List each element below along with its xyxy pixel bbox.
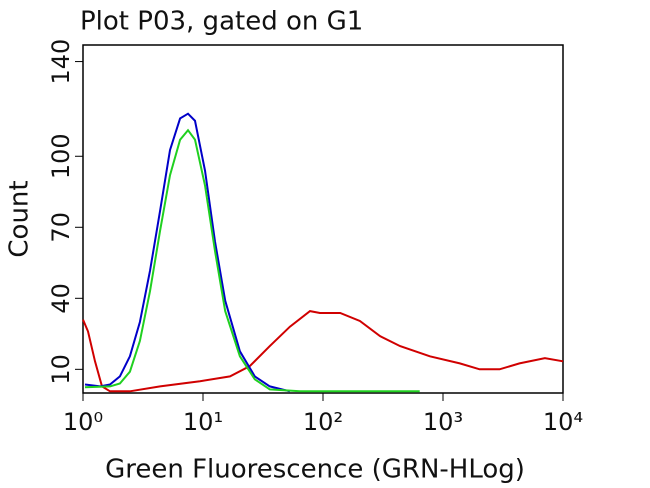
histogram-line (84, 128, 420, 393)
x-tick-label: 10³ (423, 408, 463, 436)
x-tick-label: 10¹ (183, 408, 223, 436)
plot-frame (82, 44, 564, 394)
y-tick-label: 70 (47, 212, 75, 243)
y-tick-label: 140 (47, 39, 75, 85)
x-axis-label: Green Fluorescence (GRN-HLog) (105, 455, 525, 485)
histogram-line (84, 112, 291, 393)
x-tick-label: 10² (303, 408, 343, 436)
y-axis-label: Count (5, 180, 35, 257)
y-tick-label: 40 (47, 283, 75, 314)
chart-title: Plot P03, gated on G1 (80, 7, 363, 37)
x-tick-label: 10⁰ (63, 408, 103, 436)
y-tick-label: 100 (47, 133, 75, 179)
x-tick-label: 10⁴ (543, 408, 583, 436)
histogram-line (82, 310, 564, 393)
y-tick-label: 10 (47, 354, 75, 385)
